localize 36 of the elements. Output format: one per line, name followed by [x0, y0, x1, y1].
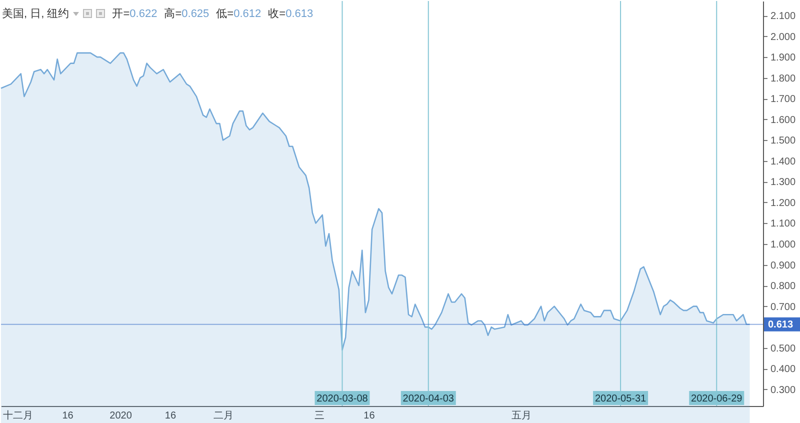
- y-tick-label: 1.700: [770, 94, 796, 106]
- y-tick-label: 1.800: [770, 73, 796, 84]
- y-tick-label: 1.600: [770, 114, 796, 126]
- x-tick-label: 2020: [110, 410, 132, 422]
- y-tick-label: 1.500: [770, 136, 796, 147]
- ref-line-label: 2020-06-29: [691, 394, 743, 404]
- y-tick-label: 1.300: [770, 177, 796, 188]
- annotation: 高=0.625: [164, 8, 210, 20]
- x-tick-label: 三: [314, 410, 325, 422]
- y-tick-label: 1.000: [770, 240, 796, 250]
- text: 美国, 日, 纽约: [2, 6, 70, 21]
- y-tick-label: 2.100: [770, 11, 796, 22]
- y-tick-label: 2.000: [770, 32, 796, 43]
- annotation: 低=0.612: [216, 8, 262, 20]
- y-tick-label: 0.500: [770, 343, 796, 354]
- y-tick-label: 1.100: [770, 218, 796, 230]
- ref-line-label: 2020-05-31: [594, 394, 647, 404]
- y-tick-label: 0.800: [770, 281, 796, 292]
- ref-line-label: 2020-04-03: [402, 394, 454, 404]
- annotation: 收=0.613: [268, 8, 314, 20]
- x-tick-label: 五月: [512, 410, 532, 422]
- y-tick-label: 1.900: [770, 52, 796, 64]
- ref-line-label: 0.613: [768, 319, 794, 330]
- annotation: 开=0.622: [112, 8, 158, 20]
- y-tick-label: 1.200: [770, 198, 796, 209]
- y-tick-label: 1.400: [770, 156, 796, 168]
- x-tick-label: 二月: [213, 410, 234, 422]
- x-tick-label: 16: [164, 410, 176, 422]
- x-tick-label: 16: [364, 410, 376, 422]
- x-tick-label: 十二月: [3, 410, 34, 422]
- y-tick-label: 0.300: [770, 384, 796, 396]
- y-tick-label: 0.400: [770, 364, 796, 376]
- x-tick-label: 16: [62, 410, 74, 422]
- y-tick-label: 0.900: [770, 260, 796, 272]
- y-tick-label: 0.700: [770, 302, 796, 313]
- ref-line-label: 2020-03-08: [316, 394, 368, 404]
